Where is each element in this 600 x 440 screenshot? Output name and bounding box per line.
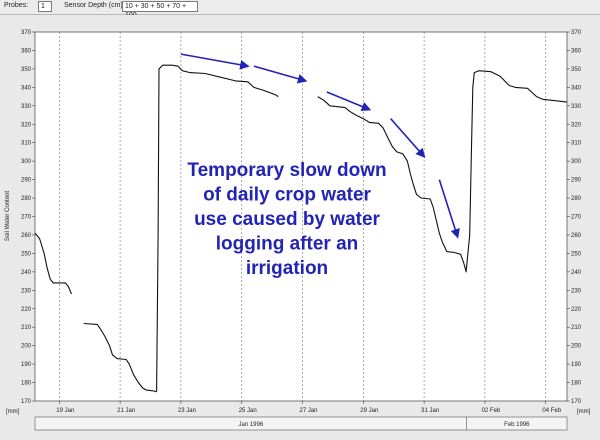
probes-label: Probes: — [4, 2, 29, 9]
y-tick-label-right: 260 — [571, 233, 582, 239]
y-tick-label-left: 300 — [21, 159, 32, 165]
plot-area — [34, 31, 568, 402]
series-line-segment — [34, 232, 73, 295]
x-tick-label: 02 Feb — [482, 408, 501, 414]
annotation-arrow — [253, 65, 308, 84]
x-tick-label: 29 Jan — [360, 408, 378, 414]
series-line-segment — [156, 64, 279, 392]
y-tick-label-right: 330 — [571, 104, 582, 110]
y-tick-label-left: 260 — [21, 233, 32, 239]
series-line-segment — [317, 70, 568, 273]
y-unit-left: [mm] — [6, 409, 20, 415]
x-tick-label: 31 Jan — [421, 408, 439, 414]
y-tick-label-right: 200 — [571, 344, 582, 350]
x-tick-label: 21 Jan — [117, 408, 135, 414]
series-line-segment — [83, 322, 157, 393]
x-tick-label: 27 Jan — [300, 408, 318, 414]
vertical-gridlines — [59, 32, 547, 401]
y-tick-label-right: 320 — [571, 122, 582, 128]
probes-field[interactable]: 1 — [38, 1, 52, 12]
y-tick-label-right: 270 — [571, 215, 582, 221]
y-tick-label-left: 220 — [21, 307, 32, 313]
y-tick-label-right: 290 — [571, 178, 582, 184]
month-label: Jan 1996 — [238, 422, 263, 428]
toolbar: Probes: 1 Sensor Depth (cm): 10 + 30 + 5… — [0, 0, 600, 19]
y-tick-label-left: 230 — [21, 288, 32, 294]
y-tick-label-right: 370 — [571, 30, 582, 36]
annotation-text: Temporary slow down of daily crop water us… — [187, 160, 386, 279]
month-band-box — [34, 416, 568, 431]
y-tick-label-left: 290 — [21, 178, 32, 184]
annotation-arrows — [180, 53, 460, 239]
y-tick-label-left: 370 — [21, 30, 32, 36]
y-tick-label-right: 310 — [571, 141, 582, 147]
sensor-depth-label: Sensor Depth (cm): — [64, 2, 125, 9]
x-tick-label: 25 Jan — [239, 408, 257, 414]
y-tick-label-left: 280 — [21, 196, 32, 202]
y-tick-label-right: 300 — [571, 159, 582, 165]
y-axis-left: 170 180 190 200 210 220 230 240 250 260 270 280 290 3… — [21, 30, 35, 405]
x-tick-label: 23 Jan — [178, 408, 196, 414]
y-tick-label-right: 190 — [571, 362, 582, 368]
y-tick-label-left: 320 — [21, 122, 32, 128]
y-tick-label-right: 250 — [571, 251, 582, 257]
month-label: Feb 1996 — [504, 422, 530, 428]
annotation-line: irrigation — [246, 258, 328, 279]
y-tick-label-right: 280 — [571, 196, 582, 202]
y-tick-label-left: 350 — [21, 67, 32, 73]
annotation-line: use caused by water — [194, 209, 380, 230]
y-tick-label-right: 340 — [571, 85, 582, 91]
y-tick-label-left: 170 — [21, 399, 32, 405]
y-tick-label-left: 190 — [21, 362, 32, 368]
y-tick-label-right: 180 — [571, 381, 582, 387]
y-tick-label-left: 310 — [21, 141, 32, 147]
annotation-arrow — [390, 118, 426, 158]
y-axis-title: Soil Water Content — [5, 191, 11, 241]
y-tick-label-left: 270 — [21, 215, 32, 221]
y-tick-label-left: 250 — [21, 251, 32, 257]
y-tick-label-right: 360 — [571, 48, 582, 54]
y-tick-label-right: 240 — [571, 270, 582, 276]
annotation-arrow — [180, 53, 250, 70]
y-tick-label-left: 240 — [21, 270, 32, 276]
y-tick-label-right: 350 — [571, 67, 582, 73]
annotation-line: logging after an — [216, 234, 359, 255]
annotation-line: Temporary slow down — [187, 160, 386, 181]
y-axis-right: 170 180 190 200 210 220 230 240 250 260 270 280 290 3… — [567, 30, 582, 405]
x-axis: 19 Jan 21 Jan 23 Jan 25 Jan 27 Jan 29 Jan 31 J… — [56, 401, 562, 414]
x-tick-label: 04 Feb — [542, 408, 561, 414]
y-tick-label-left: 210 — [21, 325, 32, 331]
y-tick-label-right: 230 — [571, 288, 582, 294]
y-unit-right: [mm] — [577, 409, 591, 415]
y-tick-label-left: 360 — [21, 48, 32, 54]
annotation-line: of daily crop water — [203, 185, 371, 206]
y-tick-label-right: 210 — [571, 325, 582, 331]
y-tick-label-right: 220 — [571, 307, 582, 313]
month-band: Jan 1996 Feb 1996 — [34, 416, 568, 431]
y-tick-label-left: 330 — [21, 104, 32, 110]
annotation-arrow — [326, 91, 372, 112]
y-tick-label-left: 200 — [21, 344, 32, 350]
y-tick-label-left: 180 — [21, 381, 32, 387]
series-group — [34, 64, 568, 393]
y-tick-label-right: 170 — [571, 399, 582, 405]
annotation-arrow — [438, 179, 460, 239]
y-tick-label-left: 340 — [21, 85, 32, 91]
x-tick-label: 19 Jan — [56, 408, 74, 414]
